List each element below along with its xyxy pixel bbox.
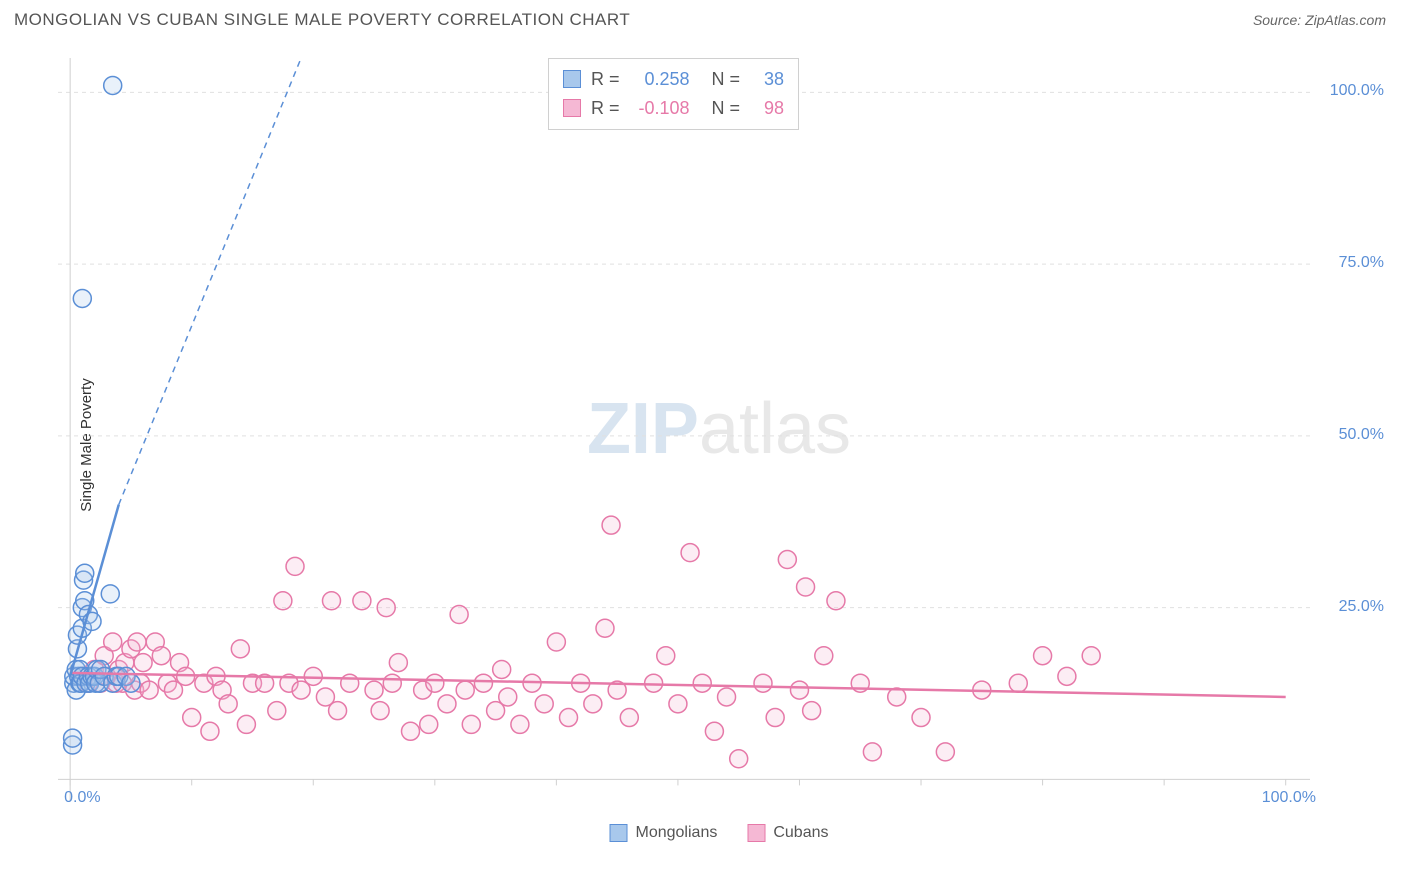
stat-r-label: R = [591, 65, 620, 94]
scatter-plot [48, 50, 1390, 840]
stat-r-value: -0.108 [630, 94, 690, 123]
stats-row: R = 0.258 N = 38 [563, 65, 784, 94]
y-tick-label: 100.0% [1330, 82, 1384, 100]
legend-item: Cubans [747, 824, 828, 842]
legend-item: Mongolians [610, 824, 718, 842]
x-tick-label: 0.0% [64, 789, 100, 807]
chart-area: Single Male Poverty ZIPatlas R =0.258N =… [48, 50, 1390, 840]
stat-r-value: 0.258 [630, 65, 690, 94]
legend-label: Mongolians [636, 824, 718, 842]
stat-n-value: 98 [750, 94, 784, 123]
stat-swatch-icon [563, 99, 581, 117]
chart-title: MONGOLIAN VS CUBAN SINGLE MALE POVERTY C… [14, 10, 630, 30]
y-tick-label: 25.0% [1339, 598, 1384, 616]
stat-swatch-icon [563, 70, 581, 88]
chart-header: MONGOLIAN VS CUBAN SINGLE MALE POVERTY C… [0, 0, 1406, 30]
legend-swatch-icon [747, 824, 765, 842]
x-tick-label: 100.0% [1262, 789, 1316, 807]
legend-label: Cubans [773, 824, 828, 842]
stats-box: R = 0.258 N = 38 R = -0.108 N = 98 [548, 58, 799, 130]
y-tick-label: 75.0% [1339, 254, 1384, 272]
stat-n-label: N = [712, 65, 741, 94]
stats-row: R = -0.108 N = 98 [563, 94, 784, 123]
stat-n-value: 38 [750, 65, 784, 94]
legend-swatch-icon [610, 824, 628, 842]
bottom-legend: Mongolians Cubans [610, 824, 829, 842]
stat-r-label: R = [591, 94, 620, 123]
chart-source: Source: ZipAtlas.com [1253, 12, 1386, 28]
y-tick-label: 50.0% [1339, 426, 1384, 444]
stat-n-label: N = [712, 94, 741, 123]
